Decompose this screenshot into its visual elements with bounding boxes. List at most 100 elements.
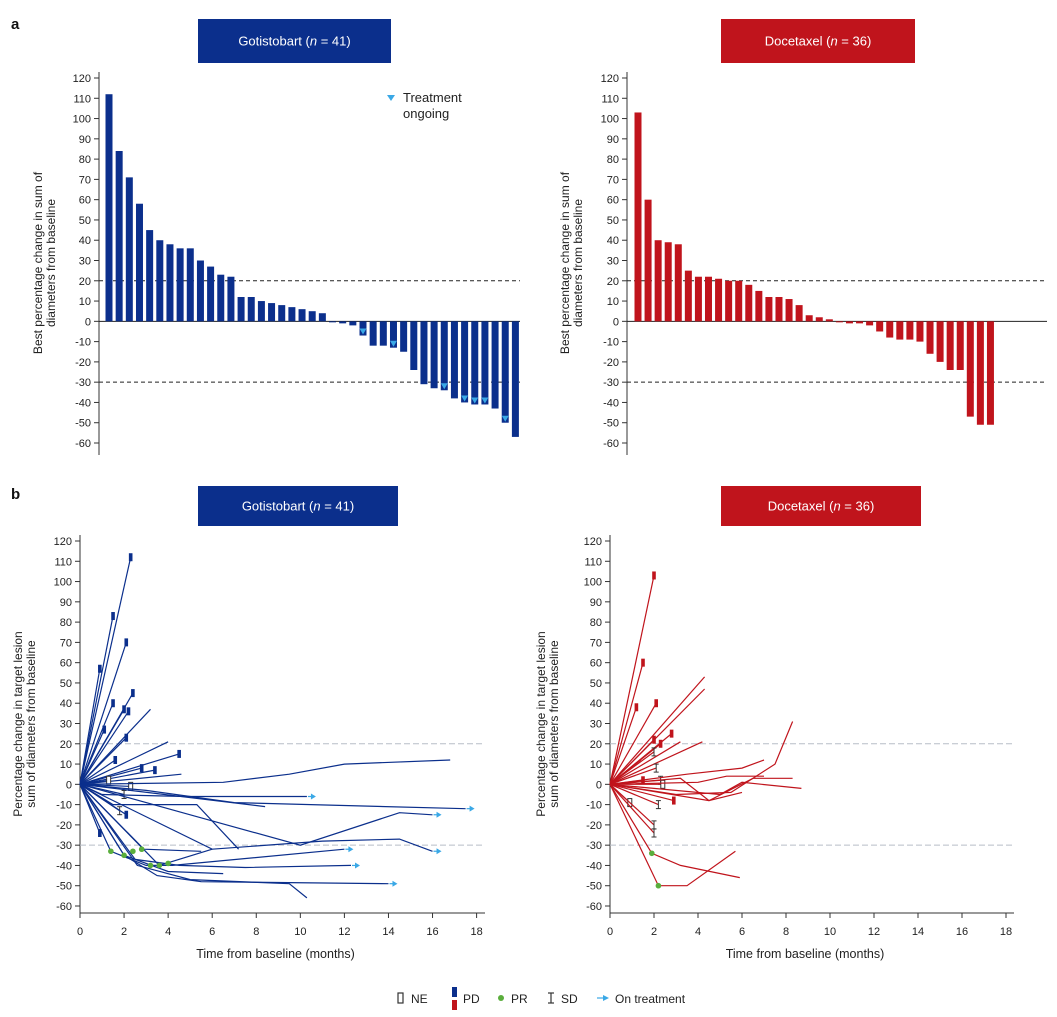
bar [795,305,803,322]
pd-marker [124,810,129,819]
pd-marker [652,571,656,580]
pd-marker [658,739,663,748]
bar [856,321,864,324]
bar [308,311,316,322]
legend-pr-marker [498,995,504,1001]
legend-ongoing-marker [387,95,395,101]
treatment-ongoing-marker [359,328,367,335]
y-tick-label: -30 [75,377,91,389]
y-tick-label: -50 [586,881,602,893]
bar [896,321,904,340]
treatment-ongoing-marker [481,397,489,404]
title-n-symbol: n [830,34,837,49]
series-line [79,783,433,852]
title-name: Docetaxel ( [768,499,834,514]
y-axis-label: Percentage change in target lesionsum of… [11,631,38,816]
y-tick-label: -50 [75,418,91,430]
pd-marker [131,689,135,698]
series-line [79,708,125,785]
bar [196,260,204,322]
legend-sd-marker [548,992,554,1004]
on-treatment-arrow [355,862,361,869]
y-axis-label-line: Percentage change in target lesion [534,631,548,816]
on-treatment-arrow [392,880,398,887]
y-tick-label: 20 [60,739,72,751]
legend-on-treatment-label: On treatment [615,992,686,1006]
x-tick-label: 10 [294,926,306,938]
panel-label-b: b [11,486,20,503]
bar [976,321,984,425]
title-n-symbol: n [310,34,317,49]
legend-pr-label: PR [511,992,528,1006]
pd-marker [124,733,129,742]
bar [986,321,994,425]
bar [298,309,306,322]
series-line [609,707,637,785]
y-tick-label: 50 [60,678,72,690]
title-n-value: = 41) [317,34,351,49]
x-tick-label: 16 [956,926,968,938]
x-tick-label: 0 [607,926,613,938]
pd-marker [654,699,658,708]
ne-marker [660,779,666,789]
x-tick-label: 12 [338,926,350,938]
y-tick-label: -10 [75,337,91,349]
pd-marker [113,756,118,764]
y-tick-label: 120 [54,536,72,548]
bar [430,321,438,389]
pd-marker [669,729,674,738]
legend-b: NE PD PR SD On treatment [397,987,686,1010]
title-name: Docetaxel ( [765,34,831,49]
x-axis-label: Time from baseline (months) [726,947,885,961]
bar [735,280,743,322]
series-line [609,783,655,826]
series-line [609,781,802,796]
bar [135,203,143,322]
y-tick-label: 70 [79,174,91,186]
treatment-ongoing-marker [471,397,479,404]
bar [634,112,642,322]
y-tick-label: -60 [603,438,619,450]
y-tick-label: 30 [60,719,72,731]
series-line [609,741,681,785]
y-tick-label: 0 [85,316,91,328]
y-tick-label: 0 [613,316,619,328]
x-tick-label: 18 [1000,926,1012,938]
y-axis-label-line: diameters from baseline [44,199,58,327]
y-tick-label: 100 [601,114,619,126]
chart-a-gotistobart: Gotistobart (n = 41) Best percentage chan… [31,19,520,455]
on-treatment-arrow [436,848,442,855]
y-tick-label: 20 [79,276,91,288]
pd-marker [98,664,102,673]
bar [704,276,712,322]
series-line [79,783,466,810]
bar [654,240,662,322]
bar [125,177,133,322]
y-tick-label: 110 [54,556,72,568]
pd-marker [672,796,676,805]
chart-b-gotistobart: Gotistobart (n = 41) Percentage change in… [11,486,485,961]
y-tick-label: -10 [56,800,72,812]
series-line [609,775,764,785]
series-line [609,784,736,887]
pr-marker [655,882,662,889]
pd-marker [126,707,131,716]
y-tick-label: 120 [601,73,619,85]
on-treatment-arrow [348,846,354,853]
series-line [609,759,765,785]
treatment-ongoing-marker [461,395,469,402]
series-line [79,753,180,785]
bar [227,276,235,322]
chart-title: Docetaxel (n = 36) [768,499,875,514]
pr-marker [121,852,127,859]
series-line [79,557,132,785]
y-tick-label: 40 [60,698,72,710]
y-tick-label: -10 [586,800,602,812]
bar [815,317,823,322]
series-line [609,783,655,834]
y-tick-label: -50 [56,881,72,893]
legend-ne-label: NE [411,992,428,1006]
legend-pd-marker-blue [452,987,457,997]
series-line [79,710,129,785]
